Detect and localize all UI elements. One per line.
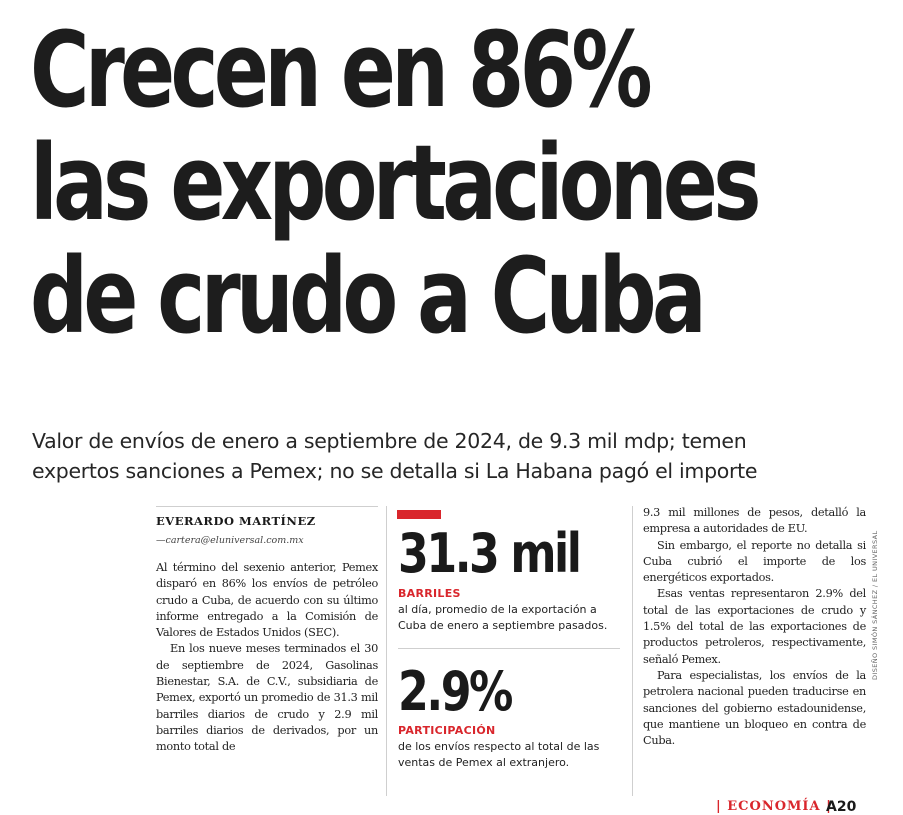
photo-credit: DISEÑO SIMÓN SÁNCHEZ / EL UNIVERSAL bbox=[871, 530, 879, 680]
subheadline-line-1: Valor de envíos de enero a septiembre de… bbox=[32, 429, 747, 453]
section-label: | ECONOMÍA | bbox=[716, 799, 832, 814]
stats-divider bbox=[398, 648, 620, 649]
byline-email: —cartera@eluniversal.com.mx bbox=[156, 535, 304, 546]
paragraph: 9.3 mil millones de pesos, detalló la em… bbox=[643, 506, 866, 536]
stat-label-barrels: BARRILES bbox=[398, 587, 461, 600]
headline-line-3: de crudo a Cuba bbox=[30, 235, 707, 357]
accent-bar bbox=[397, 510, 441, 519]
page-number: A20 bbox=[826, 799, 857, 815]
paragraph: En los nueve meses terminados el 30 de s… bbox=[156, 642, 378, 754]
stat-value-share: 2.9% bbox=[398, 660, 513, 723]
stat-description-barrels: al día, promedio de la exportación a Cub… bbox=[398, 603, 608, 632]
body-column-1: Al término del sexenio anterior, Pemex d… bbox=[156, 560, 378, 756]
stat-label-share: PARTICIPACIÓN bbox=[398, 724, 496, 737]
column-divider-2 bbox=[632, 506, 633, 796]
paragraph: Para especialistas, los envíos de la pet… bbox=[643, 668, 866, 748]
paragraph: Sin embargo, el reporte no detalla si Cu… bbox=[643, 538, 866, 585]
subheadline-line-2: expertos sanciones a Pemex; no se detall… bbox=[32, 459, 758, 483]
headline-line-2: las exportaciones bbox=[30, 122, 762, 244]
column-divider-1 bbox=[386, 506, 387, 796]
stat-value-barrels: 31.3 mil bbox=[398, 522, 582, 585]
paragraph: Esas ventas representaron 2.9% del total… bbox=[643, 587, 866, 666]
subheadline: Valor de envíos de enero a septiembre de… bbox=[32, 426, 892, 486]
headline-line-1: Crecen en 86% bbox=[30, 9, 653, 131]
byline-rule bbox=[156, 506, 378, 507]
stat-description-share: de los envíos respecto al total de las v… bbox=[398, 740, 600, 769]
paragraph: Al término del sexenio anterior, Pemex d… bbox=[156, 561, 378, 640]
body-column-3: 9.3 mil millones de pesos, detalló la em… bbox=[643, 505, 866, 749]
byline-author: EVERARDO MARTÍNEZ bbox=[156, 514, 316, 528]
headline: Crecen en 86% las exportaciones de crudo… bbox=[30, 9, 762, 357]
